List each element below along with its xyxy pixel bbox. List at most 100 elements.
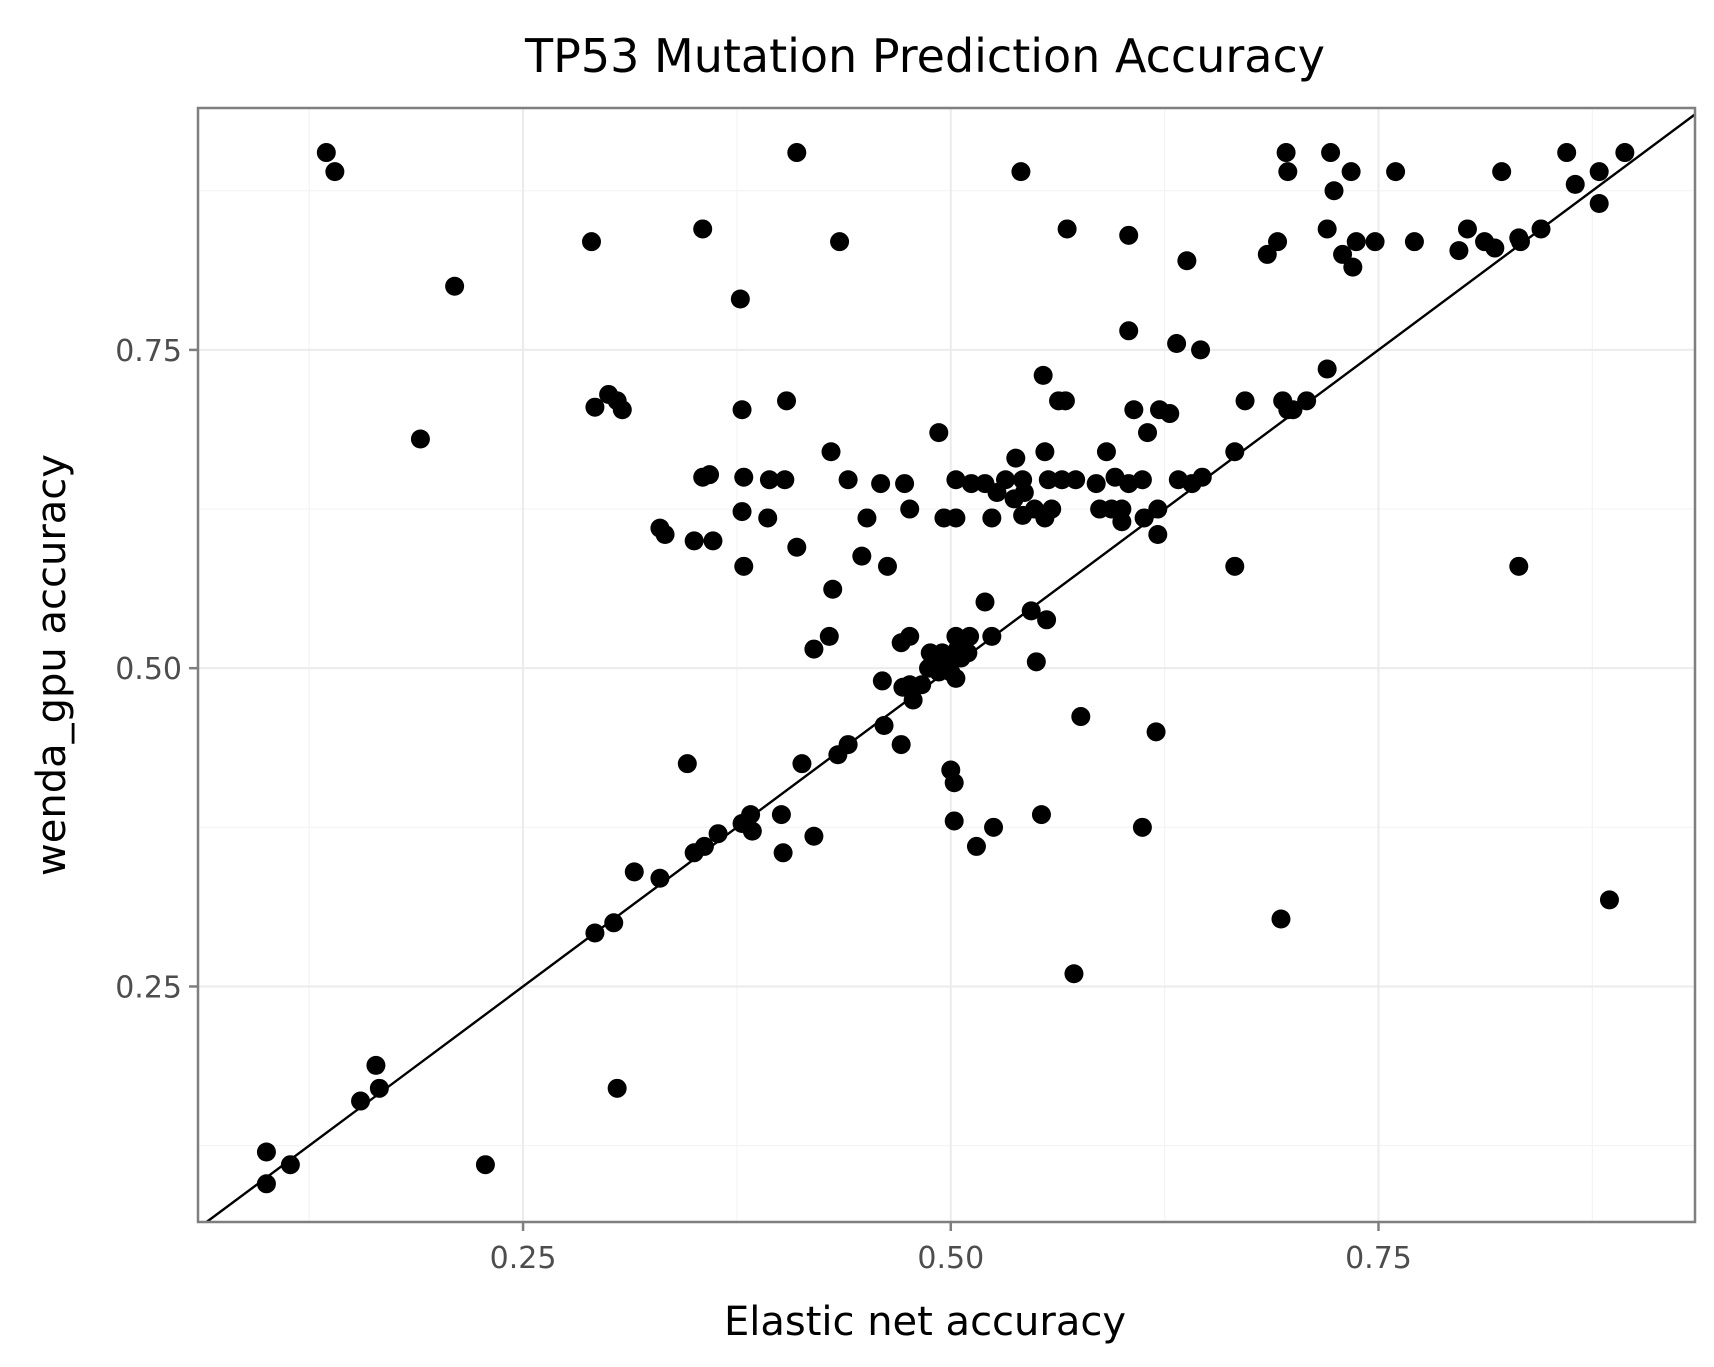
data-point	[773, 843, 793, 863]
data-point	[821, 442, 841, 462]
data-point	[758, 508, 778, 528]
data-point	[874, 715, 894, 735]
data-point	[351, 1091, 371, 1111]
data-point	[1071, 707, 1091, 727]
data-point	[1257, 244, 1277, 264]
data-point	[316, 143, 336, 163]
data-point	[612, 400, 632, 420]
data-point	[830, 232, 850, 252]
data-point	[732, 400, 752, 420]
data-point	[684, 843, 704, 863]
data-point	[775, 470, 795, 490]
data-point	[872, 671, 892, 691]
data-point	[1317, 219, 1337, 239]
data-point	[819, 626, 839, 646]
data-point	[581, 232, 601, 252]
data-point	[966, 836, 986, 856]
data-point	[852, 546, 872, 566]
data-point	[1167, 334, 1187, 354]
data-point	[1235, 391, 1255, 411]
data-point	[787, 143, 807, 163]
data-point	[1283, 400, 1303, 420]
data-point	[708, 824, 728, 844]
data-point	[984, 817, 1004, 837]
data-point	[838, 470, 858, 490]
data-point	[1485, 238, 1505, 258]
data-point	[1276, 143, 1296, 163]
data-point	[1057, 219, 1077, 239]
data-point	[325, 162, 345, 182]
data-point	[1457, 219, 1477, 239]
data-point	[828, 745, 848, 765]
data-point	[1343, 257, 1363, 277]
data-point	[982, 508, 1002, 528]
data-point	[946, 508, 966, 528]
data-point	[951, 648, 971, 668]
data-point	[1038, 470, 1058, 490]
data-point	[369, 1078, 389, 1098]
data-point	[903, 690, 923, 710]
data-point	[1321, 143, 1341, 163]
x-tick-label: 0.50	[917, 1241, 984, 1276]
data-point	[1225, 556, 1245, 576]
data-point	[1341, 162, 1361, 182]
data-point	[700, 465, 720, 485]
data-point	[585, 923, 605, 943]
data-point	[987, 482, 1007, 502]
data-point	[1589, 193, 1609, 213]
data-point	[445, 276, 465, 296]
data-point	[1037, 610, 1057, 630]
data-point	[900, 499, 920, 519]
data-point	[1035, 442, 1055, 462]
data-point	[1589, 162, 1609, 182]
data-point	[1365, 232, 1385, 252]
data-point	[730, 289, 750, 309]
data-point	[1297, 391, 1317, 411]
y-tick-label: 0.25	[115, 970, 182, 1005]
data-point	[734, 467, 754, 487]
data-point	[1146, 722, 1166, 742]
data-point	[823, 579, 843, 599]
y-tick-label: 0.75	[115, 334, 182, 369]
data-point	[1064, 964, 1084, 984]
data-point	[1086, 474, 1106, 494]
data-point	[1148, 525, 1168, 545]
data-point	[1192, 467, 1212, 487]
data-point	[1177, 251, 1197, 271]
data-point	[877, 556, 897, 576]
data-point	[1134, 508, 1154, 528]
data-point	[1492, 162, 1512, 182]
data-point	[1119, 225, 1139, 245]
data-point	[742, 821, 762, 841]
data-point	[1138, 423, 1158, 443]
data-point	[960, 626, 980, 646]
data-point	[693, 219, 713, 239]
data-point	[895, 474, 915, 494]
data-point	[944, 811, 964, 831]
data-point	[1449, 241, 1469, 261]
data-point	[1055, 391, 1075, 411]
data-point	[280, 1155, 300, 1175]
data-point	[655, 525, 675, 545]
data-point	[912, 675, 932, 695]
data-point	[857, 508, 877, 528]
data-point	[650, 868, 670, 888]
data-point	[891, 633, 911, 653]
data-point	[792, 754, 812, 774]
data-point	[946, 668, 966, 688]
data-point	[1333, 244, 1353, 264]
data-point	[1509, 556, 1529, 576]
y-axis-ticks: 0.25 0.50 0.75	[115, 334, 198, 1005]
data-point	[771, 805, 791, 825]
data-point	[703, 531, 723, 551]
data-point	[1119, 321, 1139, 341]
data-point	[1599, 890, 1619, 910]
data-points	[256, 143, 1635, 1194]
data-point	[256, 1174, 276, 1194]
data-point	[1132, 470, 1152, 490]
data-point	[732, 502, 752, 522]
data-point	[871, 474, 891, 494]
y-tick-label: 0.50	[115, 652, 182, 687]
data-point	[1404, 232, 1424, 252]
data-point	[1132, 817, 1152, 837]
